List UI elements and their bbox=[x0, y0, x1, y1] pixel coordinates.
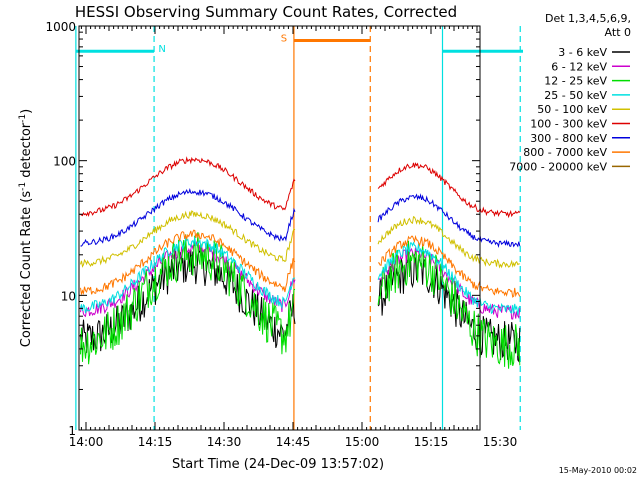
legend-header-line-1: Det 1,3,4,5,6,9, bbox=[545, 12, 631, 25]
x-tick-label: 14:45 bbox=[276, 435, 311, 449]
y-tick-label: 1000 bbox=[45, 20, 76, 34]
legend-label-3: 25 - 50 keV bbox=[544, 89, 607, 102]
y-tick-label: 10 bbox=[61, 289, 76, 303]
series-line-2 bbox=[80, 232, 521, 369]
legend-header-line-2: Att 0 bbox=[605, 26, 631, 39]
series-line-4 bbox=[80, 210, 520, 269]
x-tick-label: 14:00 bbox=[69, 435, 104, 449]
legend-label-8: 7000 - 20000 keV bbox=[509, 160, 607, 173]
series-line-3 bbox=[80, 235, 521, 316]
series-line-5 bbox=[80, 156, 521, 219]
legend-label-5: 100 - 300 keV bbox=[530, 118, 607, 131]
plot-area: NS bbox=[75, 26, 523, 430]
y-tick-label: 1 bbox=[68, 424, 76, 438]
y-axis-label: Corrected Count Rate (s-1 detector-1) bbox=[18, 109, 34, 347]
timestamp: 15-May-2010 00:02 bbox=[559, 466, 637, 475]
legend-label-4: 50 - 100 keV bbox=[537, 103, 607, 116]
y-tick-label: 100 bbox=[53, 155, 76, 169]
x-tick-label: 14:30 bbox=[207, 435, 242, 449]
series-line-1 bbox=[80, 240, 521, 320]
x-tick-label: 14:15 bbox=[138, 435, 173, 449]
legend-label-1: 6 - 12 keV bbox=[551, 60, 607, 73]
legend-label-7: 800 - 7000 keV bbox=[523, 146, 607, 159]
series-line-7 bbox=[80, 229, 521, 298]
legend-label-6: 300 - 800 keV bbox=[530, 132, 607, 145]
flag-label-s: S bbox=[281, 34, 287, 45]
x-axis-label: Start Time (24-Dec-09 13:57:02) bbox=[172, 457, 384, 472]
x-tick-label: 15:15 bbox=[414, 435, 449, 449]
x-tick-label: 15:00 bbox=[345, 435, 380, 449]
flag-label-n: N bbox=[158, 44, 165, 55]
legend-label-0: 3 - 6 keV bbox=[558, 46, 607, 59]
legend-label-2: 12 - 25 keV bbox=[544, 75, 607, 88]
series-line-6 bbox=[80, 187, 521, 249]
axes: 1 10 100 1000 14:00 14:15 14:30 14:45 15:00 15:15… bbox=[45, 20, 517, 449]
chart-title: HESSI Observing Summary Count Rates, Cor… bbox=[75, 3, 457, 21]
plot-frame bbox=[78, 25, 481, 431]
x-tick-label: 15:30 bbox=[483, 435, 518, 449]
